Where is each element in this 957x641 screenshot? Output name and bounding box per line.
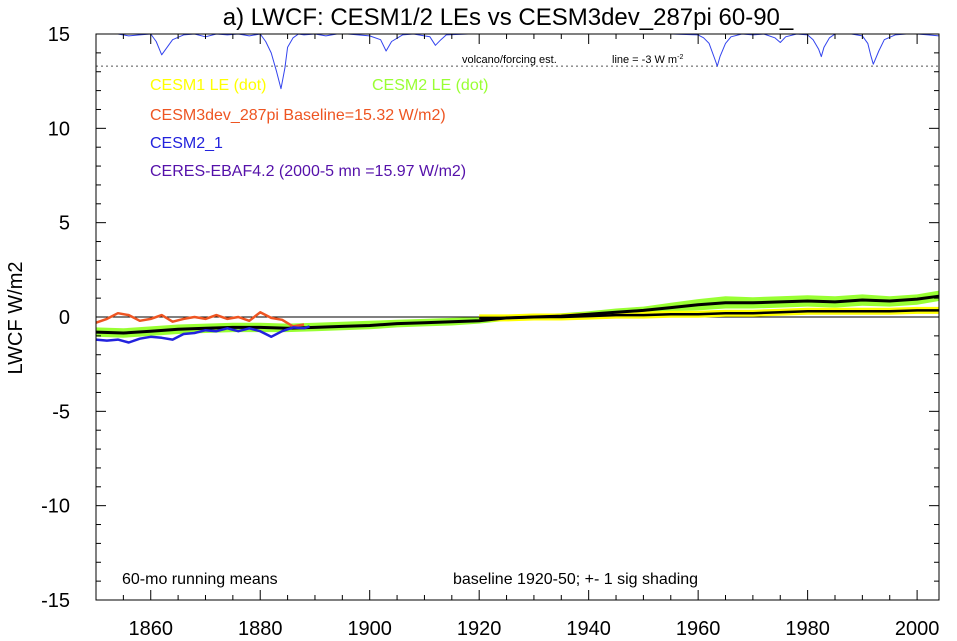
plot-area	[95, 33, 940, 344]
y-tick-label: 10	[48, 118, 70, 140]
running-means-annotation: 60-mo running means	[122, 571, 278, 588]
line-annotation-text: line = -3 W m	[612, 54, 677, 66]
x-tick-label: 2000	[895, 618, 940, 640]
chart-title: a) LWCF: CESM1/2 LEs vs CESM3dev_287pi 6…	[223, 4, 794, 31]
cesm1-mean-line	[479, 309, 939, 320]
x-tick-label: 1860	[128, 618, 173, 640]
y-tick-label: -5	[52, 401, 70, 423]
x-tick-label: 1940	[566, 618, 611, 640]
x-tick-label: 1960	[676, 618, 721, 640]
legend-cesm2-1: CESM2_1	[150, 135, 223, 152]
legend-ceres: CERES-EBAF4.2 (2000-5 mn =15.97 W/m2)	[150, 163, 466, 180]
axes: 1860 1880 1900 1920 1940 1960 1980 2000 15 10 5 0 -5…	[41, 24, 939, 640]
baseline-annotation: baseline 1920-50; +- 1 sig shading	[453, 571, 698, 588]
x-tick-label: 1900	[347, 618, 392, 640]
y-tick-label: -15	[41, 590, 70, 612]
volcano-annotation: volcano/forcing est.	[462, 54, 557, 66]
line-annotation: line = -3 W m-2	[612, 54, 683, 66]
y-tick-label: -10	[41, 496, 70, 518]
legend-cesm3dev: CESM3dev_287pi Baseline=15.32 W/m2)	[150, 107, 446, 124]
y-tick-label: 5	[59, 213, 70, 235]
x-tick-label: 1880	[238, 618, 283, 640]
legend-cesm2: CESM2 LE (dot)	[372, 77, 488, 94]
x-tick-label: 1920	[457, 618, 502, 640]
y-tick-label: 15	[48, 24, 70, 46]
legend-cesm1: CESM1 LE (dot)	[150, 77, 266, 94]
cesm2-1-line	[95, 325, 310, 344]
line-annotation-sup: -2	[677, 54, 683, 61]
legend: CESM1 LE (dot) CESM2 LE (dot) CESM3dev_2…	[150, 77, 488, 180]
y-tick-label: 0	[59, 307, 70, 329]
cesm3dev-line	[95, 311, 305, 328]
y-axis-label: LWCF W/m2	[5, 262, 27, 375]
x-tick-label: 1980	[785, 618, 830, 640]
